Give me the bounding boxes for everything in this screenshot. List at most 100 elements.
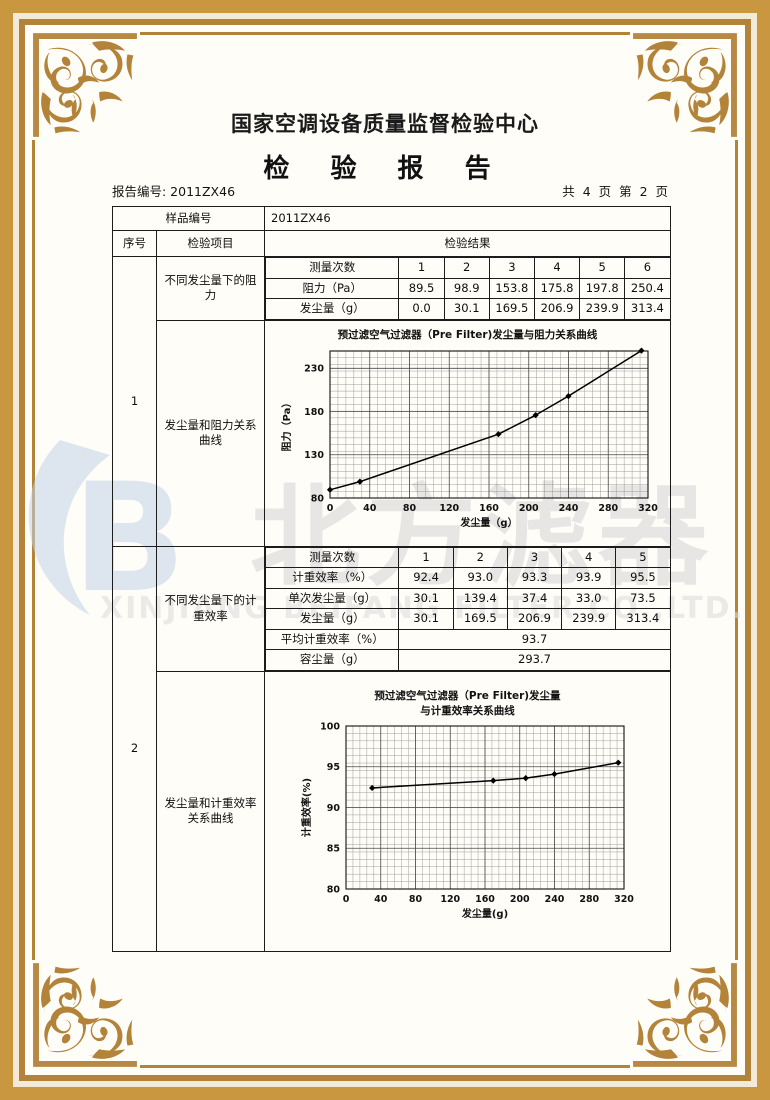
table-cell: 1 — [398, 257, 445, 279]
row-header: 阻力（Pa） — [264, 277, 400, 300]
svg-text:200: 200 — [509, 894, 529, 905]
table-cell: 2 — [452, 546, 508, 569]
svg-text:0: 0 — [342, 894, 349, 905]
svg-text:320: 320 — [614, 894, 634, 905]
svg-text:200: 200 — [518, 503, 538, 514]
efficiency-summary-body: 平均计重效率（%） 93.7 容尘量（g） 293.7 — [264, 628, 671, 671]
table-cell: 1 — [398, 546, 454, 569]
svg-text:120: 120 — [439, 503, 459, 514]
svg-text:80: 80 — [402, 503, 416, 514]
table-cell: 5 — [615, 546, 671, 569]
y-axis-label: 计重效率(%) — [300, 778, 313, 837]
summary-value: 93.7 — [398, 628, 671, 651]
section2-item-label-top: 不同发尘量下的计重效率 — [156, 545, 265, 672]
column-header-result: 检验结果 — [264, 230, 671, 257]
summary-label: 容尘量（g） — [264, 649, 400, 671]
svg-text:100: 100 — [320, 722, 340, 733]
sample-number-value: 2011ZX46 — [264, 206, 671, 231]
section1-data-grid: 测量次数 1 2 3 4 5 6 阻力（Pa） 89.5 98.9 153.8 175.8 197.8 2… — [264, 257, 671, 321]
chart1-plot: 0 40 80 120 160 200 240 280 320 80 130 180 230 发尘量（g）… — [280, 347, 658, 529]
efficiency-data-table: 测量次数 1 2 3 4 5 计重效率（%） 92.4 93.0 93.3 93.9 95.5 单次发尘… — [264, 546, 671, 671]
table-row: 计重效率（%） 92.4 93.0 93.3 93.9 95.5 — [264, 567, 671, 589]
svg-text:40: 40 — [374, 894, 388, 905]
table-cell: 4 — [533, 257, 581, 279]
svg-text:280: 280 — [579, 894, 599, 905]
row-header: 发尘量（g） — [264, 298, 400, 320]
table-cell: 169.5 — [452, 608, 508, 630]
table-row-section2-chart: 发尘量和计重效率关系曲线 预过滤空气过滤器（Pre Filter)发尘量 与计重… — [113, 670, 671, 952]
border-edge-top — [140, 32, 630, 35]
svg-text:130: 130 — [304, 450, 324, 461]
column-header-item: 检验项目 — [156, 230, 265, 257]
section1-seq: 1 — [112, 256, 157, 547]
table-cell: 0.0 — [398, 298, 445, 320]
summary-label: 平均计重效率（%） — [264, 628, 400, 651]
chart1-title: 预过滤空气过滤器（Pre Filter)发尘量与阻力关系曲线 — [337, 329, 598, 342]
svg-text:0: 0 — [326, 503, 333, 514]
efficiency-rows-body: 测量次数 1 2 3 4 5 计重效率（%） 92.4 93.0 93.3 93.9 95.5 单次发尘… — [264, 546, 671, 630]
table-cell: 92.4 — [398, 567, 454, 589]
svg-text:40: 40 — [363, 503, 377, 514]
table-row-summary: 容尘量（g） 293.7 — [264, 649, 671, 671]
table-cell: 93.0 — [452, 567, 508, 589]
table-cell: 4 — [561, 546, 617, 569]
table-row-sample: 样品编号 2011ZX46 — [112, 206, 671, 231]
svg-text:320: 320 — [638, 503, 658, 514]
row-header: 测量次数 — [264, 257, 400, 279]
table-cell: 250.4 — [624, 277, 671, 300]
table-cell: 206.9 — [533, 298, 581, 320]
page-title: 检 验 报 告 — [263, 154, 507, 184]
table-row: 发尘量（g） 30.1 169.5 206.9 239.9 313.4 — [264, 608, 671, 630]
table-row: 单次发尘量（g） 30.1 139.4 37.4 33.0 73.5 — [264, 587, 671, 610]
table-cell: 30.1 — [443, 298, 490, 320]
svg-text:80: 80 — [326, 885, 340, 896]
table-row-summary: 平均计重效率（%） 93.7 — [264, 628, 671, 651]
table-cell: 98.9 — [443, 277, 490, 300]
y-axis-label: 阻力（Pa） — [280, 397, 293, 451]
table-cell: 37.4 — [506, 587, 563, 610]
table-cell: 2 — [443, 257, 490, 279]
svg-text:120: 120 — [440, 894, 460, 905]
table-cell: 139.4 — [452, 587, 508, 610]
svg-text:280: 280 — [598, 503, 618, 514]
svg-text:240: 240 — [558, 503, 578, 514]
resistance-rows-body: 测量次数 1 2 3 4 5 6 阻力（Pa） 89.5 98.9 153.8 175.8 197.8 2… — [264, 257, 671, 320]
svg-text:80: 80 — [408, 894, 422, 905]
section2-chart-cell: 预过滤空气过滤器（Pre Filter)发尘量 与计重效率关系曲线 0 40 80 1… — [264, 670, 671, 952]
table-cell: 313.4 — [615, 608, 671, 630]
svg-text:240: 240 — [544, 894, 564, 905]
column-header-seq: 序号 — [112, 230, 157, 257]
page-indicator: 共 4 页 第 2 页 — [562, 184, 670, 199]
table-cell: 239.9 — [579, 298, 626, 320]
svg-text:85: 85 — [326, 844, 339, 855]
section2-item-label-bottom: 发尘量和计重效率关系曲线 — [156, 670, 265, 952]
table-header-row: 序号 检验项目 检验结果 — [112, 230, 671, 257]
x-axis-label: 发尘量（g） — [459, 516, 517, 529]
table-row: 测量次数 1 2 3 4 5 — [264, 546, 671, 569]
table-cell: 313.4 — [624, 298, 671, 320]
table-row-section1-data: 1 不同发尘量下的阻力 测量次数 1 2 3 4 5 6 阻力（Pa） 89.5 98.9 153.… — [112, 256, 671, 547]
svg-text:80: 80 — [310, 493, 324, 504]
table-row: 阻力（Pa） 89.5 98.9 153.8 175.8 197.8 250.4 — [264, 277, 671, 300]
table-cell: 3 — [506, 546, 563, 569]
section1-chart-cell: 预过滤空气过滤器（Pre Filter)发尘量与阻力关系曲线 0 40 80 120 1… — [264, 319, 671, 547]
table-cell: 93.9 — [561, 567, 617, 589]
table-cell: 33.0 — [561, 587, 617, 610]
table-cell: 3 — [488, 257, 535, 279]
table-cell: 95.5 — [615, 567, 671, 589]
row-header: 发尘量（g） — [264, 608, 400, 630]
table-row: 测量次数 1 2 3 4 5 6 — [264, 257, 671, 279]
table-cell: 197.8 — [579, 277, 626, 300]
table-cell: 175.8 — [533, 277, 581, 300]
table-row: 发尘量（g） 0.0 30.1 169.5 206.9 239.9 313.4 — [264, 298, 671, 320]
inspection-table: 样品编号 2011ZX46 序号 检验项目 检验结果 1 不同发尘量下的阻力 测… — [112, 206, 671, 952]
svg-text:95: 95 — [326, 762, 339, 773]
chart-dust-vs-resistance: 预过滤空气过滤器（Pre Filter)发尘量与阻力关系曲线 0 40 80 120 1… — [268, 328, 667, 538]
border-edge-bottom — [140, 1065, 630, 1068]
border-edge-right — [735, 140, 738, 960]
svg-text:230: 230 — [304, 364, 324, 375]
x-axis-label: 发尘量(g) — [460, 907, 507, 920]
section2-data-grid: 测量次数 1 2 3 4 5 计重效率（%） 92.4 93.0 93.3 93.9 95.5 单次发尘… — [264, 546, 671, 671]
table-cell: 73.5 — [615, 587, 671, 610]
